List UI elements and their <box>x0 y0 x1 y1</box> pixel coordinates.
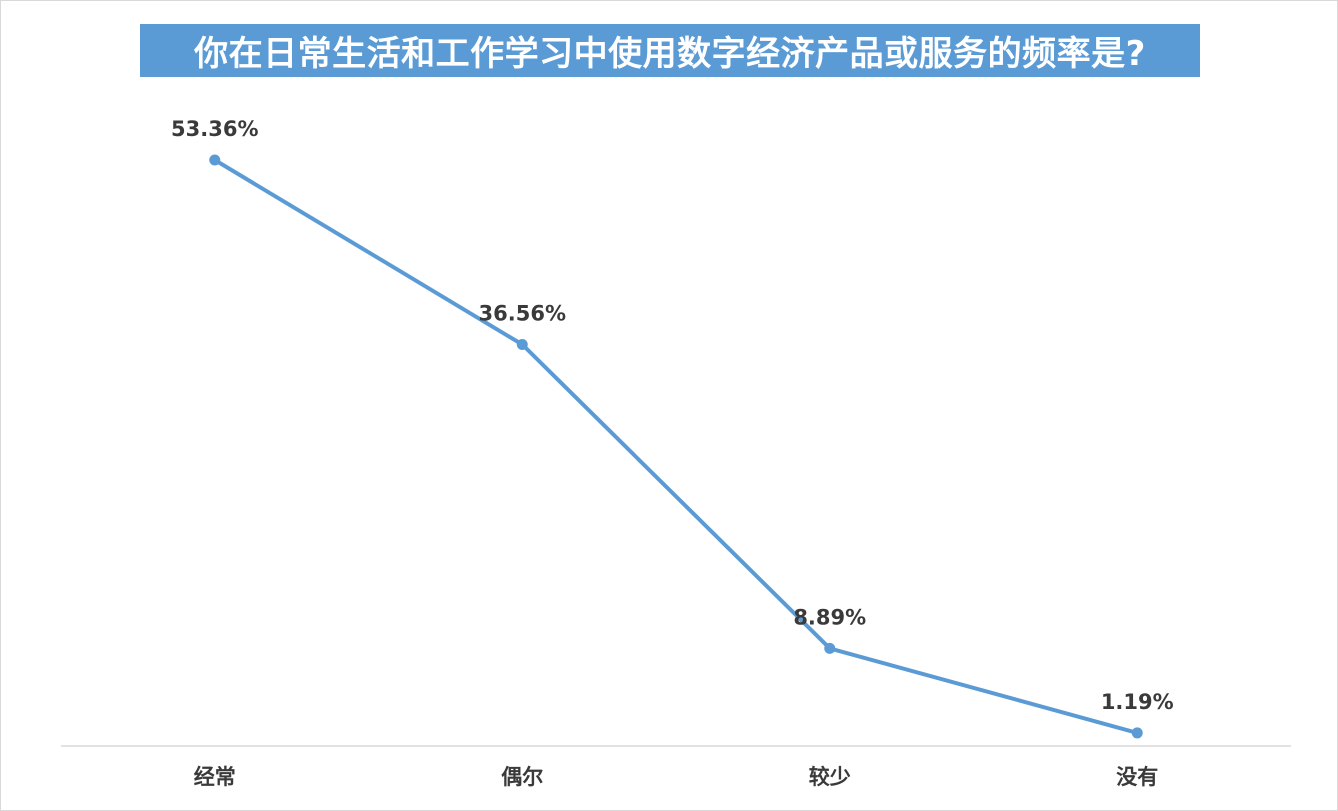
chart-title-banner: 你在日常生活和工作学习中使用数字经济产品或服务的频率是? <box>140 24 1200 77</box>
data-label: 8.89% <box>793 605 866 629</box>
chart-title: 你在日常生活和工作学习中使用数字经济产品或服务的频率是? <box>194 34 1146 74</box>
data-point <box>516 339 528 351</box>
data-label: 1.19% <box>1101 690 1174 714</box>
data-point <box>209 154 221 166</box>
category-label: 较少 <box>809 765 851 789</box>
category-label: 经常 <box>194 765 236 789</box>
series-line <box>212 158 1140 735</box>
category-label: 没有 <box>1116 765 1158 789</box>
data-labels: 53.36% 36.56% 8.89% 1.19% <box>171 117 1174 714</box>
category-labels: 经常 偶尔 较少 没有 <box>194 765 1159 789</box>
data-label: 53.36% <box>171 117 258 141</box>
data-point <box>824 642 836 654</box>
data-label: 36.56% <box>479 302 566 326</box>
category-label: 偶尔 <box>501 765 543 789</box>
data-points <box>209 154 1143 739</box>
data-point <box>1131 727 1143 739</box>
